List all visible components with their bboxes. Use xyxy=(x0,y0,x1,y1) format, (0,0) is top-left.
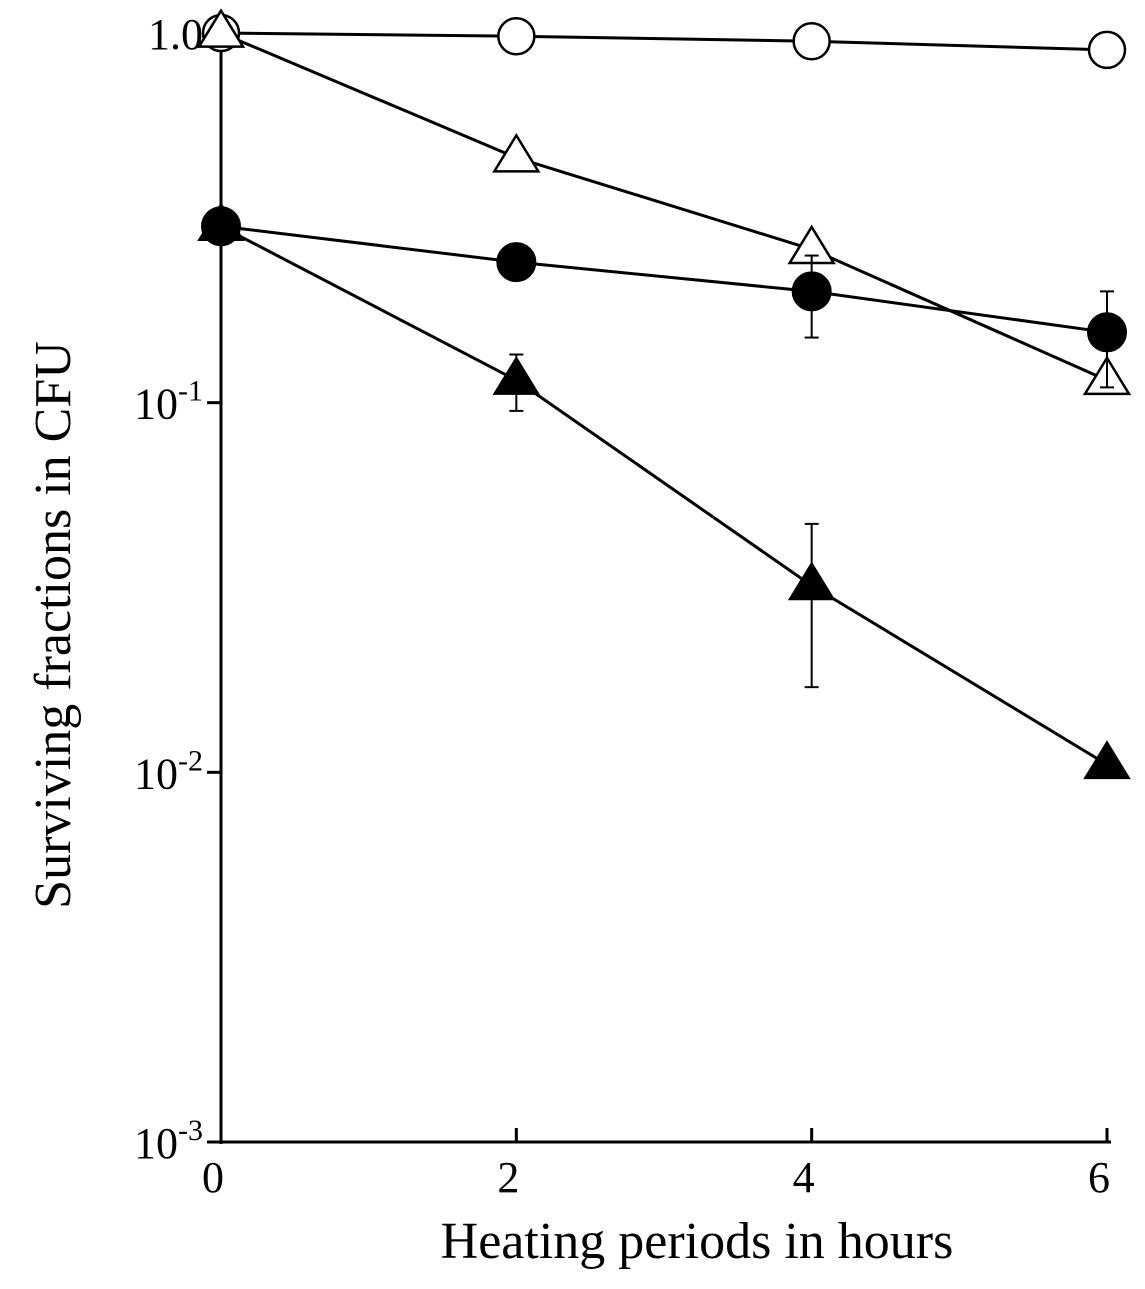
series-line xyxy=(220,31,1108,382)
y-axis-title: Surviving fractions in CFU xyxy=(25,341,82,909)
series-line xyxy=(220,224,1108,766)
x-tick-label: 2 xyxy=(497,1153,519,1202)
series-line xyxy=(220,224,1108,334)
y-tick-label: 10-3 xyxy=(134,1114,203,1168)
data-point xyxy=(1087,30,1127,70)
data-point xyxy=(496,242,537,283)
data-point xyxy=(791,271,832,312)
data-point xyxy=(1087,312,1127,353)
x-tick-label: 4 xyxy=(793,1153,815,1202)
y-tick-label: 10-1 xyxy=(134,375,203,429)
series-line xyxy=(220,31,1108,52)
data-point xyxy=(497,16,536,56)
data-point xyxy=(492,355,541,395)
series-open-circle xyxy=(201,13,1127,70)
y-tick-label: 10-2 xyxy=(134,744,203,798)
series-filled-triangle xyxy=(197,202,1131,780)
data-point xyxy=(197,202,245,241)
data-point xyxy=(792,21,831,61)
x-axis-title: Heating periods in hours xyxy=(441,1213,954,1270)
data-point xyxy=(492,132,541,173)
data-point xyxy=(787,561,836,601)
y-tick-label: 1.0 xyxy=(148,10,203,59)
axes xyxy=(207,31,1111,1144)
x-tick-label: 0 xyxy=(202,1153,224,1202)
labels: Heating periods in hours Surviving fract… xyxy=(25,10,1110,1270)
data-point xyxy=(196,8,246,48)
x-tick-label: 6 xyxy=(1088,1153,1110,1202)
series-filled-circle xyxy=(201,206,1127,389)
series-open-triangle xyxy=(196,8,1132,396)
data-point xyxy=(1083,740,1131,780)
series-layer xyxy=(196,8,1132,780)
